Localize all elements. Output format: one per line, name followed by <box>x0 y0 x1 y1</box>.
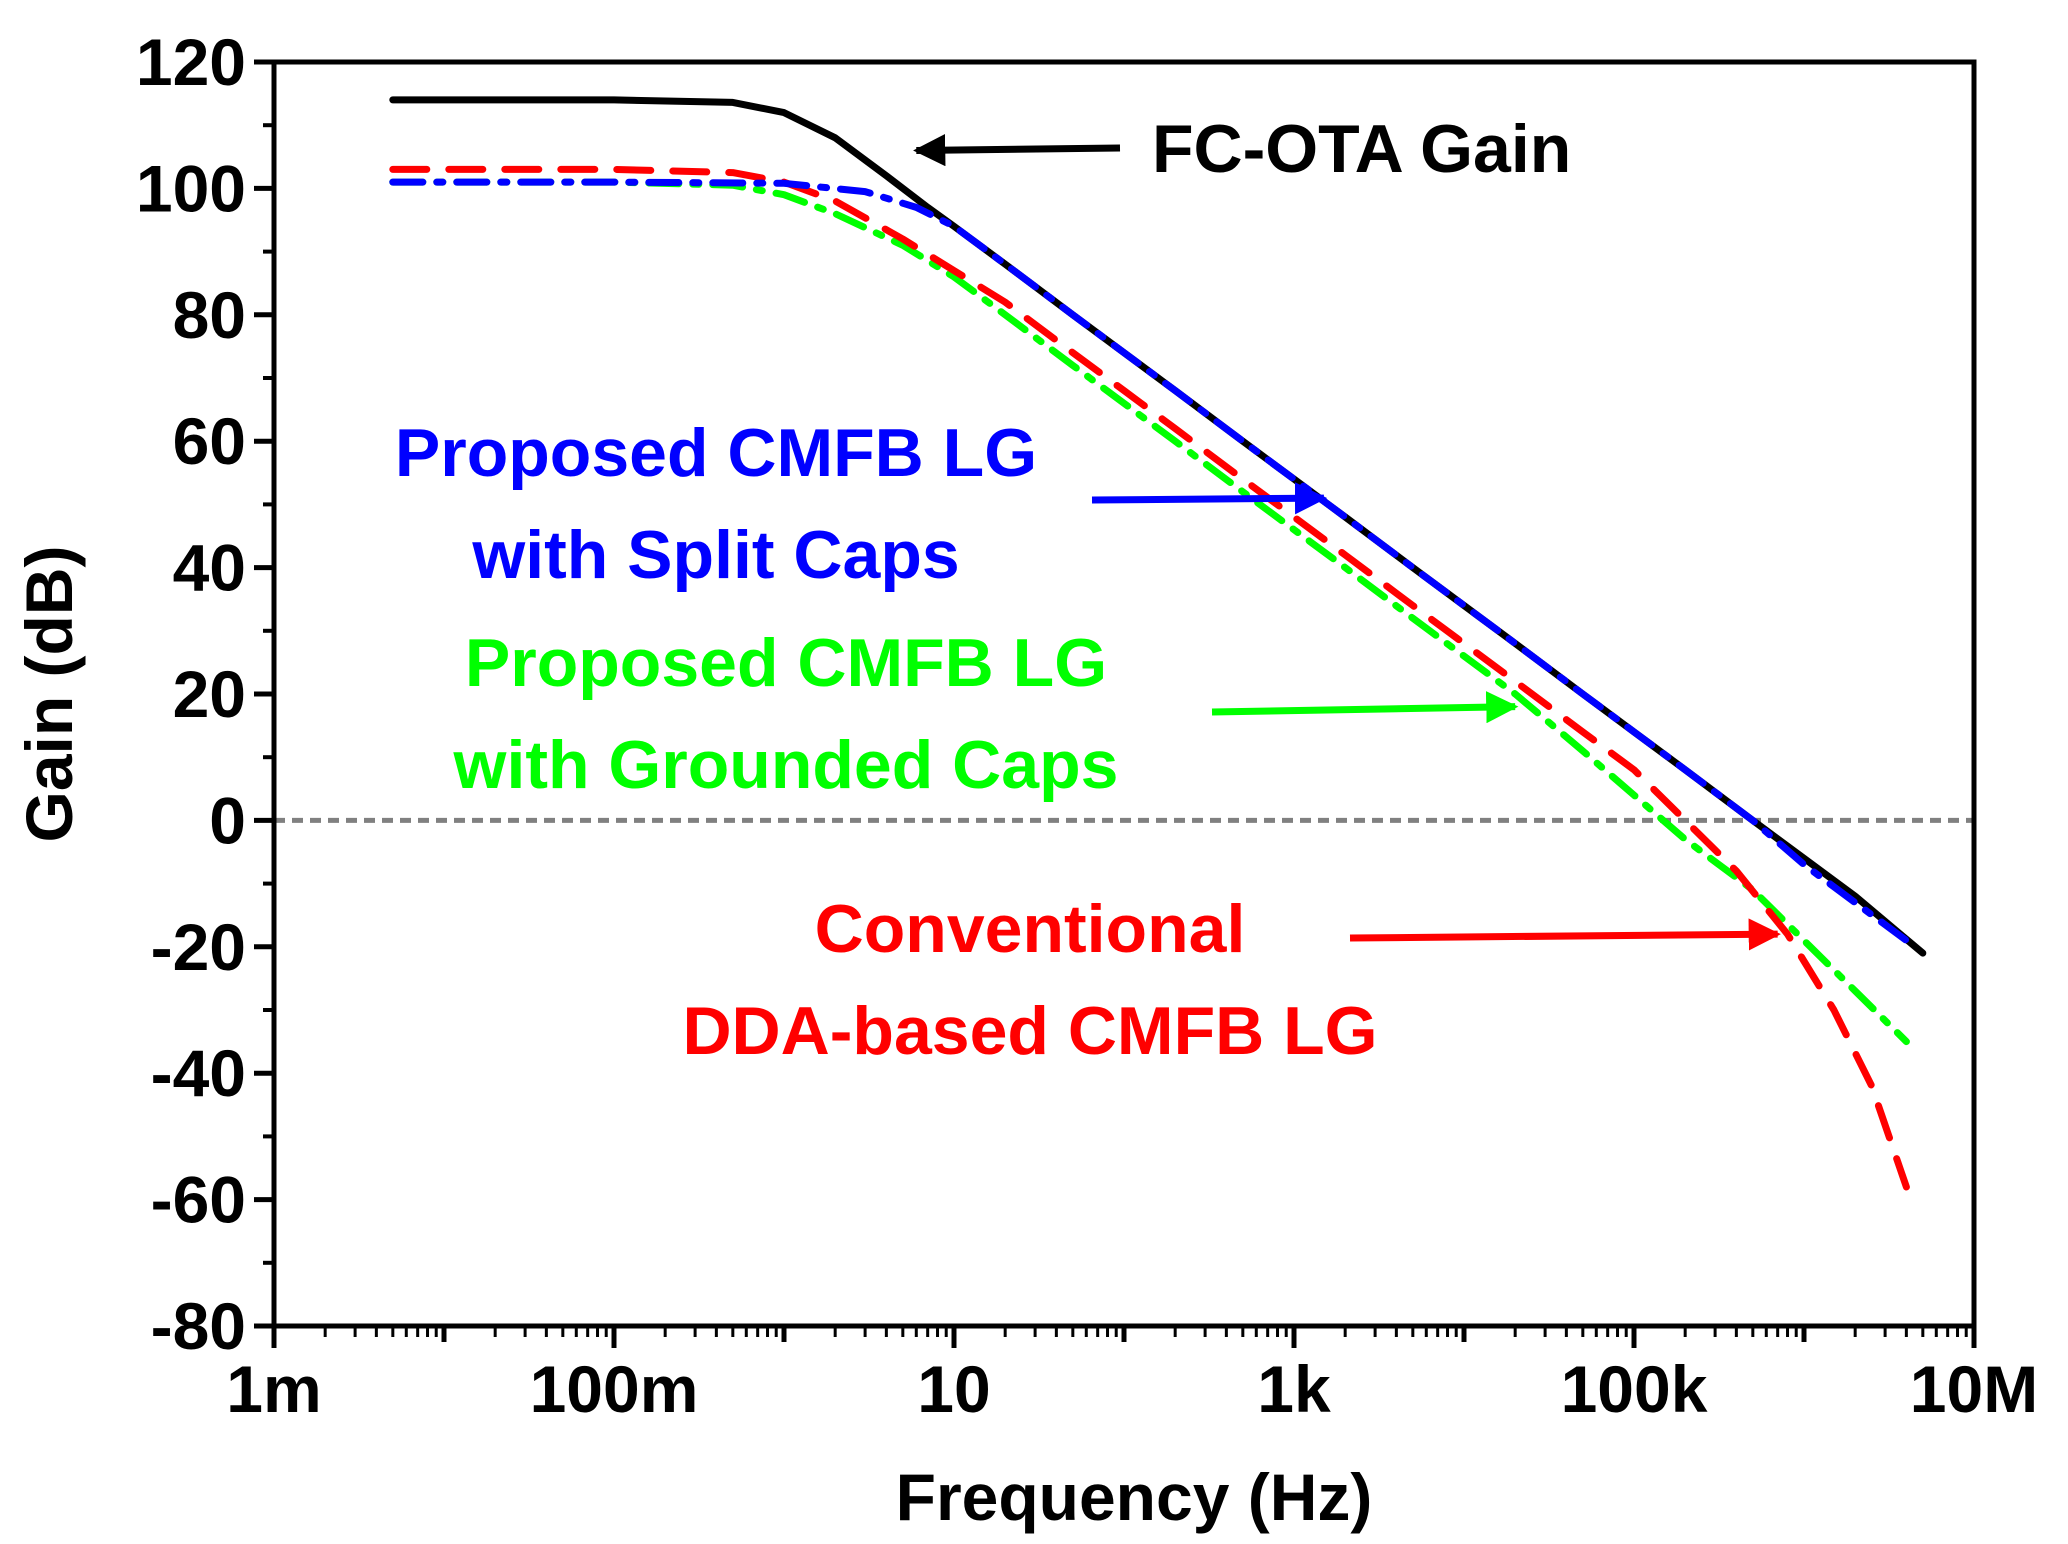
x-tick-label: 1m <box>226 1352 321 1426</box>
y-tick-label: 60 <box>173 404 246 478</box>
series-line-2 <box>389 178 1910 1046</box>
annotation-label: with Grounded Caps <box>453 727 1119 803</box>
x-tick-label: 1k <box>1257 1352 1331 1426</box>
y-tick-label: -20 <box>151 910 246 984</box>
x-tick-label: 100m <box>530 1352 699 1426</box>
annotation-arrow <box>1211 691 1519 724</box>
y-tick-label: -40 <box>151 1036 246 1110</box>
annotation-label: Conventional <box>815 891 1246 967</box>
series-layer <box>389 96 1927 1191</box>
y-tick-label: 120 <box>136 25 246 99</box>
y-tick-label: 100 <box>136 151 246 225</box>
annotation-label: FC-OTA Gain <box>1152 111 1571 187</box>
annotation-label: Proposed CMFB LG <box>395 415 1037 491</box>
x-tick-label: 100k <box>1561 1352 1708 1426</box>
y-tick-label: 20 <box>173 657 246 731</box>
annotation-arrow <box>1091 482 1328 515</box>
annotation-layer: FC-OTA Gain Proposed CMFB LG with Split Ca… <box>395 111 1781 1069</box>
y-axis-title: Gain (dB) <box>12 546 86 843</box>
annotation-label: with Split Caps <box>471 517 959 593</box>
x-tick-label: 10 <box>917 1352 990 1426</box>
annotation-arrow <box>1349 918 1781 951</box>
y-tick-label: 0 <box>209 783 246 857</box>
y-tick-label: -80 <box>151 1289 246 1363</box>
annotation-label: DDA-based CMFB LG <box>682 993 1377 1069</box>
x-axis-title: Frequency (Hz) <box>896 1460 1373 1534</box>
y-tick-label: 80 <box>173 278 246 352</box>
annotation-label: Proposed CMFB LG <box>465 625 1107 701</box>
y-tick-label: -60 <box>151 1163 246 1237</box>
x-tick-label: 10M <box>1910 1352 2038 1426</box>
series-line-3 <box>389 165 1910 1191</box>
annotation-arrow <box>913 134 1121 167</box>
y-tick-label: 40 <box>173 531 246 605</box>
series-line-1 <box>389 178 1910 944</box>
